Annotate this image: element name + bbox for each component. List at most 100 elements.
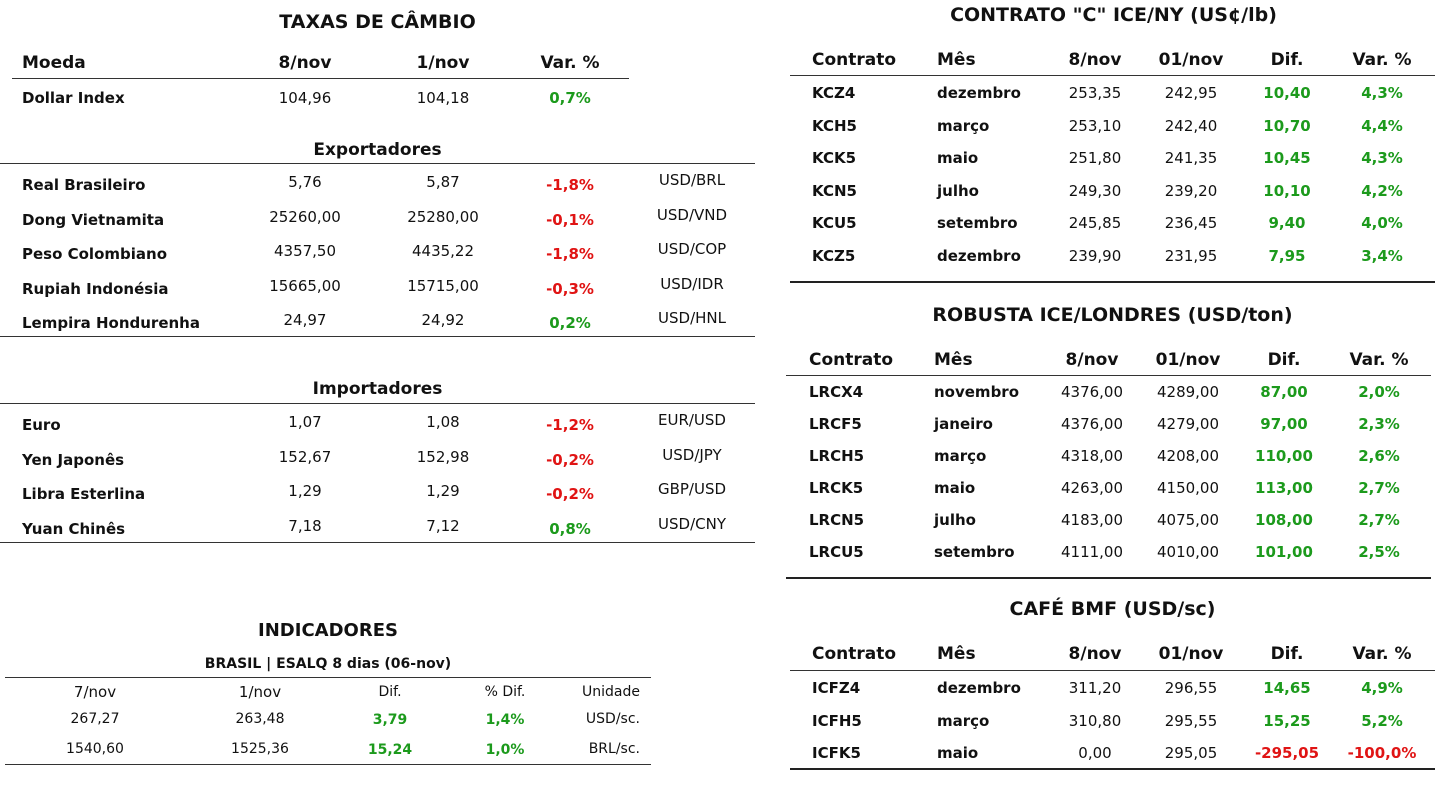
arabica-row-month: dezembro [937,84,1021,102]
arabica-row-v2: 241,35 [1164,149,1218,168]
robusta-row-dif: 113,00 [1255,479,1313,497]
exporter-row-v1: 4357,50 [273,242,337,260]
arabica-row-v2: 242,95 [1164,84,1218,102]
arabica-row-v1: 239,90 [1068,247,1122,265]
indicator-row-v1: 267,27 [70,711,120,727]
indicator-row-pdif: 1,4% [485,712,525,728]
bmf-row-dif: 14,65 [1263,679,1311,697]
robusta-row-contract: LRCK5 [809,479,864,497]
bmf-row-month: maio [937,744,979,762]
ind-header-pdif: % Dif. [484,684,526,700]
robusta-row-contract: LRCH5 [809,447,865,465]
importers-title: Importadores [312,379,443,399]
arabica-title: CONTRATO "C" ICE/NY (US¢/lb) [950,4,1277,26]
arabica-header-rule [790,75,1435,76]
arabica-row-var: 4,4% [1361,116,1403,135]
robusta-row-v1: 4183,00 [1060,511,1124,529]
robusta-row-dif: 87,00 [1260,383,1308,401]
exporter-row-pair: USD/COP [657,240,727,258]
robusta-row-month: março [934,447,987,465]
arabica-row-var: 4,3% [1361,84,1403,102]
importer-row-pair: EUR/USD [658,411,726,429]
bmf-row-v1: 310,80 [1068,711,1122,730]
exporter-row-v1: 24,97 [283,311,327,329]
dollar-index-v2: 104,18 [416,89,470,107]
arabica-row-v1: 253,35 [1068,84,1122,102]
robusta-row-v2: 4010,00 [1156,543,1220,561]
exporter-row-v2: 15715,00 [407,276,479,295]
exporters-bottom-rule [0,336,755,337]
robusta-row-v2: 4075,00 [1156,511,1220,529]
exporter-row-name: Lempira Hondurenha [22,314,200,332]
importer-row-pair: USD/JPY [662,445,722,464]
indicators-rule [5,677,651,678]
arabica-row-v2: 242,40 [1164,116,1218,135]
bmf-header-dif: Dif. [1270,644,1304,664]
bmf-row-v1: 0,00 [1078,744,1112,762]
bmf-row-var: 4,9% [1361,679,1403,697]
robusta-row-var: 2,3% [1358,415,1400,433]
indicator-row-v2: 1525,36 [231,741,289,757]
indicator-row-v2: 263,48 [235,711,285,727]
indicator-row-pdif: 1,0% [485,742,525,758]
indicator-row-unit: USD/sc. [585,711,640,727]
indicator-row-dif: 15,24 [367,742,413,758]
dollar-index-name: Dollar Index [22,89,125,107]
arabica-row-month: dezembro [937,247,1021,265]
ind-header-d1: 7/nov [73,683,117,701]
arabica-row-dif: 10,10 [1263,181,1311,200]
arabica-header-d2: 01/nov [1158,50,1224,70]
importer-row-var: -0,2% [546,485,594,503]
exporter-row-v1: 25260,00 [269,207,341,226]
arabica-row-contract: KCN5 [812,181,857,200]
arabica-row-v1: 253,10 [1068,116,1122,135]
bmf-row-dif: -295,05 [1254,744,1320,762]
bmf-row-v2: 295,05 [1164,744,1218,762]
ind-header-d2: 1/nov [238,683,282,701]
arabica-row-contract: KCZ5 [812,247,856,265]
bmf-row-contract: ICFH5 [812,711,862,730]
exporter-row-var: -0,3% [546,279,594,298]
ind-header-dif: Dif. [378,684,402,700]
arabica-row-v2: 239,20 [1164,181,1218,200]
robusta-row-month: maio [934,479,976,497]
robusta-header-m: Mês [934,350,973,370]
exporter-row-name: Dong Vietnamita [22,210,165,229]
robusta-header-c: Contrato [809,350,894,370]
robusta-row-v2: 4289,00 [1156,383,1220,401]
bmf-row-v2: 295,55 [1164,711,1218,730]
dollar-index-v1: 104,96 [278,89,332,107]
arabica-row-v2: 236,45 [1164,214,1218,233]
dollar-index-var: 0,7% [549,89,591,107]
arabica-row-month: maio [937,149,979,168]
importers-bottom-rule [0,542,755,543]
arabica-row-dif: 7,95 [1268,247,1306,265]
importer-row-v2: 7,12 [426,516,460,535]
importer-row-var: 0,8% [549,519,591,538]
robusta-row-dif: 97,00 [1260,415,1308,433]
exporter-row-pair: USD/VND [656,205,728,224]
importer-row-v2: 1,29 [426,482,460,500]
robusta-row-contract: LRCU5 [809,543,864,561]
arabica-row-v1: 245,85 [1068,214,1122,233]
robusta-header-d2: 01/nov [1155,350,1221,370]
exporter-row-name: Real Brasileiro [22,176,146,194]
importer-row-v1: 7,18 [288,516,322,535]
robusta-row-v1: 4376,00 [1060,383,1124,401]
importer-row-v2: 1,08 [426,413,460,431]
importer-row-name: Libra Esterlina [22,485,146,503]
exporter-row-var: -1,8% [546,176,594,194]
robusta-row-v1: 4111,00 [1060,543,1124,561]
arabica-row-month: setembro [937,214,1018,233]
indicator-row-dif: 3,79 [372,712,408,728]
arabica-row-var: 4,0% [1361,214,1403,233]
robusta-row-dif: 110,00 [1255,447,1313,465]
robusta-row-contract: LRCF5 [809,415,862,433]
exporters-rule [0,163,755,164]
bmf-header-c: Contrato [812,644,897,664]
fx-header-var: Var. % [540,53,600,73]
arabica-row-dif: 10,40 [1263,84,1311,102]
robusta-title: ROBUSTA ICE/LONDRES (USD/ton) [932,304,1293,326]
bmf-row-var: 5,2% [1361,711,1403,730]
robusta-row-v1: 4376,00 [1060,415,1124,433]
